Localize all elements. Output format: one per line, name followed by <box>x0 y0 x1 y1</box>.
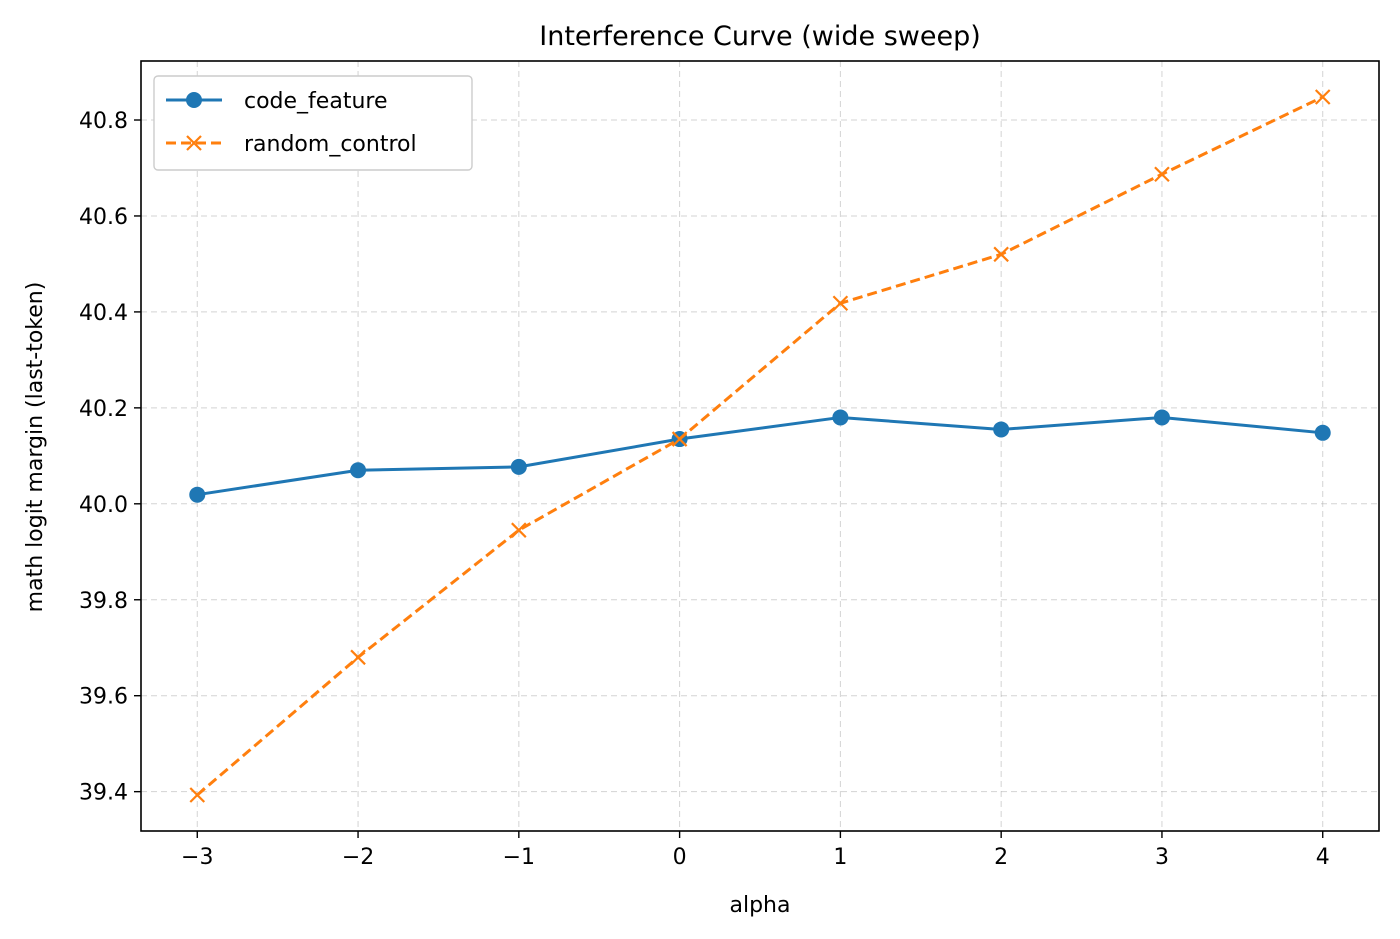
legend-label-random-control: random_control <box>244 132 417 157</box>
y-tick-label: 40.8 <box>79 109 128 134</box>
legend-marker-code-feature <box>186 92 202 108</box>
data-point-code-feature <box>350 462 367 479</box>
x-tick-label: 1 <box>833 845 847 870</box>
y-tick-label: 40.4 <box>79 301 128 326</box>
legend-item-random-control: random_control <box>166 132 417 157</box>
data-point-random-control <box>189 787 206 803</box>
legend: code_feature random_control <box>153 75 473 171</box>
data-point-random-control <box>511 522 527 538</box>
legend-marker-random-control <box>186 135 202 151</box>
data-point-code-feature <box>1314 424 1331 441</box>
data-point-random-control <box>350 649 366 666</box>
data-point-code-feature <box>1153 409 1170 426</box>
data-point-random-control <box>993 246 1009 263</box>
y-tick-label: 40.6 <box>79 205 128 230</box>
series-layer <box>189 89 1331 803</box>
data-point-random-control <box>671 431 688 447</box>
data-point-code-feature <box>993 421 1010 438</box>
y-tick-label: 39.4 <box>79 781 128 806</box>
x-tick-label: 3 <box>1155 845 1169 870</box>
data-point-random-control <box>1314 89 1331 105</box>
y-axis-label: math logit margin (last-token) <box>23 282 48 613</box>
data-point-random-control <box>832 295 849 312</box>
chart-title: Interference Curve (wide sweep) <box>539 21 981 52</box>
y-tick-label: 39.8 <box>79 589 128 614</box>
legend-box <box>153 75 473 171</box>
y-tick-label: 40.2 <box>79 397 128 422</box>
plot-frame <box>140 60 1380 832</box>
legend-item-code-feature: code_feature <box>166 89 387 114</box>
series-line-random-control <box>196 95 1324 797</box>
series-line-code-feature <box>197 415 1323 497</box>
x-tick-label: −2 <box>342 845 374 870</box>
x-tick-label: −1 <box>503 845 535 870</box>
series-random-control <box>189 89 1331 803</box>
data-point-code-feature <box>832 409 849 426</box>
y-axis-ticks: 39.4 39.6 39.8 40.0 40.2 40.4 40.6 40.8 <box>79 109 141 806</box>
x-tick-label: −3 <box>181 845 213 870</box>
data-point-code-feature <box>189 486 206 503</box>
x-tick-label: 4 <box>1316 845 1330 870</box>
x-tick-label: 2 <box>994 845 1008 870</box>
data-point-code-feature <box>510 458 527 475</box>
x-axis-label: alpha <box>730 893 791 918</box>
x-axis-ticks: −3 −2 −1 0 1 2 3 4 <box>181 831 1330 870</box>
legend-label-code-feature: code_feature <box>244 89 387 114</box>
x-tick-label: 0 <box>673 845 687 870</box>
y-tick-label: 39.6 <box>79 685 128 710</box>
y-tick-label: 40.0 <box>79 493 128 518</box>
data-point-random-control <box>1154 166 1170 182</box>
